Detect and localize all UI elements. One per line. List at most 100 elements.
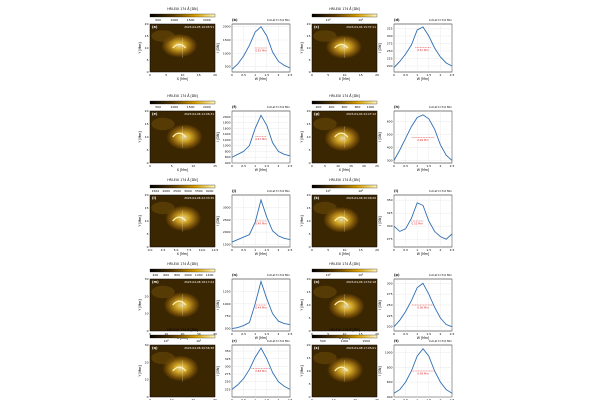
profile-y-tick-label: 275 — [387, 237, 393, 241]
profile-y-axis-label: I [DN] — [378, 132, 382, 141]
colorbar-tick-label: 500 — [320, 339, 326, 343]
profile-y-tick-label: 500 — [225, 327, 231, 331]
euv-structure — [313, 30, 337, 42]
profile-note: Cut at t=3.0 Min — [267, 339, 290, 343]
panel-label: (s) — [314, 346, 320, 350]
profile-y-tick-label: 2000 — [223, 25, 231, 29]
euv-structure — [313, 201, 337, 215]
y-tick-label: 5 — [309, 58, 311, 62]
x-tick-label: 5 — [327, 332, 329, 336]
x-tick-label: 15 — [359, 73, 363, 77]
profile-y-tick-label: 250 — [225, 380, 231, 384]
profile-y-axis-label: I [DN] — [378, 300, 382, 309]
fwhm-label: 0.52 Mm — [412, 222, 424, 226]
panel-4: HRI-EUI 174 Å [DN]200 400 600 800 1000(g) 202… — [300, 93, 454, 172]
profile-y-tick-label: 300 — [387, 224, 393, 228]
profile-x-tick-label: 2.5 — [288, 248, 293, 252]
x-tick-label: 0.0 — [148, 248, 153, 252]
profile-x-tick-label: 2 — [277, 164, 279, 168]
x-tick-label: 10 — [343, 73, 347, 77]
profile-y-tick-label: 1250 — [223, 289, 231, 293]
panel-6: HRI-EUI 174 Å [DN] 10² 10³ (k) 2023-04-06 20… — [300, 177, 454, 256]
y-tick-label: 20 — [145, 22, 149, 26]
profile-y-tick-label: 225 — [225, 387, 231, 391]
x-tick-label: 15 — [213, 164, 217, 168]
euv-brightening — [166, 124, 203, 150]
colorbar-tick-label: 1000 — [367, 105, 375, 109]
y-tick-label: 10 — [307, 46, 311, 50]
profile-y-tick-label: 325 — [387, 27, 393, 31]
profile-y-axis-label: I [DN] — [216, 366, 220, 375]
profile-panel-label: (h) — [394, 105, 400, 109]
profile-y-tick-label: 400 — [387, 395, 393, 399]
profile-y-axis-label: I [DN] — [216, 300, 220, 309]
euv-loop — [172, 216, 187, 222]
colorbar-tick-label: 1500 — [187, 18, 195, 22]
profile-x-tick-label: 2 — [277, 332, 279, 336]
profile-note: Cut at t=3.0 Min — [429, 18, 452, 22]
profile-y-tick-label: 500 — [387, 132, 393, 136]
euv-loop — [334, 43, 349, 49]
x-tick-label: 12.5 — [212, 248, 219, 252]
profile-y-axis-label: I [DN] — [216, 216, 220, 225]
y-tick-label: 10 — [307, 303, 311, 307]
euv-structure — [151, 30, 175, 42]
profile-note: Cut at t=3.0 Min — [429, 273, 452, 277]
profile-x-tick-label: 2.5 — [450, 248, 455, 252]
profile-x-tick-label: 1 — [254, 332, 256, 336]
image-frame — [311, 23, 378, 73]
x-tick-label: 15 — [349, 164, 353, 168]
fwhm-label: 0.83 Mm — [255, 369, 267, 373]
y-tick-label: 0 — [309, 161, 311, 165]
x-tick-label: 10 — [336, 164, 340, 168]
profile-y-tick-label: 325 — [387, 211, 393, 215]
panel-label: (g) — [314, 112, 320, 116]
colorbar-tick-label: 3500 — [195, 189, 203, 193]
profile-x-axis-label: W [Mm] — [255, 168, 268, 172]
image-x-axis-label: X [Mm] — [339, 168, 351, 172]
x-tick-label: 20 — [181, 332, 185, 336]
x-tick-label: 10 — [343, 248, 347, 252]
profile-panel-label: (p) — [394, 273, 400, 277]
euv-loop — [172, 366, 187, 372]
x-tick-label: 5 — [165, 73, 167, 77]
intensity-profile-line — [393, 282, 453, 328]
image-y-axis-label: Y [Mm] — [300, 365, 304, 376]
colorbar-tick-label: 10³ — [358, 189, 364, 193]
y-tick-label: 15 — [307, 34, 311, 38]
profile-frame — [231, 344, 291, 398]
x-tick-label: 30 — [197, 332, 201, 336]
timestamp: 2023-04-06 12:06:31 — [184, 112, 214, 116]
timestamp: 2023-04-04 15:37:11 — [346, 25, 376, 29]
image-y-axis-label: Y [Mm] — [138, 365, 142, 376]
y-tick-label: 20 — [145, 193, 149, 197]
colorbar-label: HRI-EUI 174 Å [DN] — [167, 177, 198, 182]
colorbar-tick-label: 2000 — [162, 189, 170, 193]
euv-structure — [313, 285, 337, 299]
panel-label: (k) — [314, 196, 320, 200]
y-tick-label: 5 — [309, 316, 311, 320]
image-frame — [311, 344, 378, 398]
timestamp: 2023-04-06 20:09:20 — [346, 196, 376, 200]
image-x-axis-label: X [Mm] — [177, 77, 189, 81]
profile-x-axis-label: W [Mm] — [417, 252, 430, 256]
profile-x-tick-label: 1.5 — [426, 73, 431, 77]
profile-note: Cut at t=3.0 Min — [267, 273, 290, 277]
euv-structure — [313, 351, 337, 365]
profile-x-tick-label: 1.5 — [264, 332, 269, 336]
x-tick-label: 15 — [359, 248, 363, 252]
panel-label: (m) — [152, 280, 159, 284]
profile-x-tick-label: 1 — [416, 248, 418, 252]
x-tick-label: 25 — [375, 164, 379, 168]
profile-y-tick-label: 300 — [225, 364, 231, 368]
image-frame — [149, 23, 216, 73]
profile-panel-label: (r) — [232, 339, 237, 343]
profile-x-tick-label: 1 — [254, 164, 256, 168]
colorbar-tick-label: 400 — [153, 273, 159, 277]
profile-x-tick-label: 1 — [416, 332, 418, 336]
intensity-profile-line — [231, 114, 291, 158]
colorbar — [149, 334, 216, 339]
y-tick-label: 10 — [307, 219, 311, 223]
